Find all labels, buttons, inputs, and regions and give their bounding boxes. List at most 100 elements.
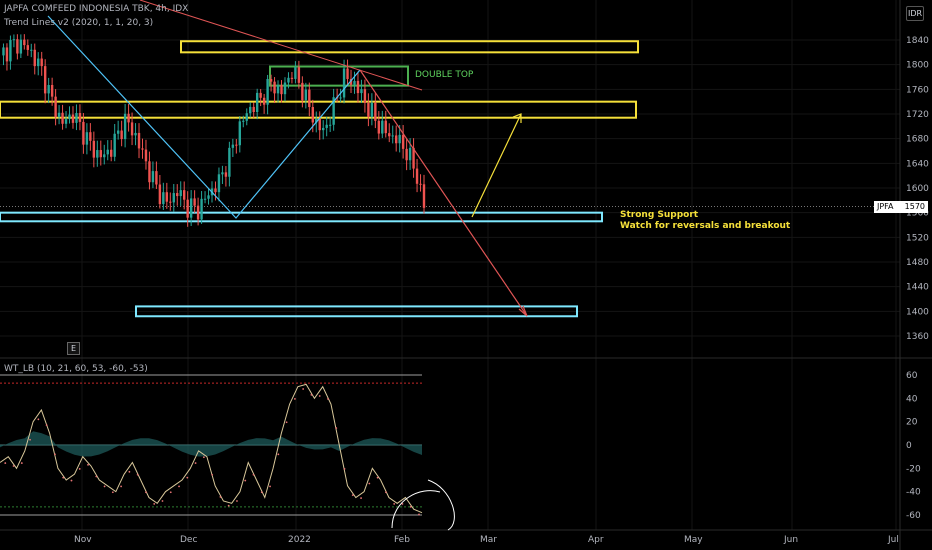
candle-body xyxy=(255,92,259,113)
osc-signal-dot xyxy=(145,491,147,494)
candle-body xyxy=(290,77,294,79)
earnings-badge[interactable]: E xyxy=(67,342,80,355)
double-top-label: DOUBLE TOP xyxy=(415,70,474,80)
price-tick-label: 1400 xyxy=(906,307,929,317)
candle-body xyxy=(398,134,401,144)
candle-body xyxy=(179,190,182,197)
swing-path-line xyxy=(47,15,361,219)
candle-body xyxy=(61,112,64,124)
osc-signal-dot xyxy=(87,463,89,466)
bearish-projection-line xyxy=(359,69,528,317)
candle-body xyxy=(405,148,408,161)
osc-signal-dot xyxy=(70,479,73,482)
candle-body xyxy=(106,149,109,155)
candle-body xyxy=(137,132,141,149)
candle-body xyxy=(353,80,356,85)
zone-box-green xyxy=(269,65,409,87)
descending-trendline xyxy=(139,0,423,91)
price-tick-label: 1800 xyxy=(906,61,929,71)
osc-tick-label: -40 xyxy=(906,488,921,498)
osc-signal-dot xyxy=(211,473,214,476)
price-tag-symbol: JPFA xyxy=(877,202,894,211)
osc-signal-dot xyxy=(153,503,156,505)
candle-body xyxy=(242,120,245,122)
indicator-title: Trend Lines v2 (2020, 1, 1, 20, 3) xyxy=(4,18,154,28)
candle-body xyxy=(130,122,134,136)
currency-badge[interactable]: IDR xyxy=(906,6,924,21)
candle-body xyxy=(176,193,179,197)
osc-signal-dot xyxy=(252,473,255,476)
candle-body xyxy=(381,120,384,134)
oscillator-title: WT_LB (10, 21, 60, 53, -60, -53) xyxy=(4,364,148,374)
support-label-2: Watch for reversals and breakout xyxy=(620,221,791,231)
candle-body xyxy=(363,89,367,103)
candle-body xyxy=(110,149,113,157)
candle-body xyxy=(64,119,68,124)
candle-body xyxy=(356,80,360,94)
osc-tick-label: 0 xyxy=(906,441,912,451)
osc-signal-dot xyxy=(351,494,354,497)
candle-body xyxy=(294,67,297,79)
candle-body xyxy=(235,144,238,146)
time-tick-label: Mar xyxy=(480,535,497,545)
trendlines-layer xyxy=(47,0,528,317)
osc-signal-dot xyxy=(269,485,271,488)
candle-body xyxy=(377,120,381,134)
candle-body xyxy=(113,133,116,157)
osc-signal-dot xyxy=(111,491,114,494)
candle-body xyxy=(89,132,92,141)
candle-body xyxy=(221,172,224,175)
candle-body xyxy=(134,132,137,136)
osc-wave-line xyxy=(0,383,423,514)
candle-body xyxy=(214,188,217,193)
zone-box-yellow xyxy=(0,100,637,119)
candle-body xyxy=(120,130,123,140)
candle-body xyxy=(141,148,144,150)
candle-body xyxy=(384,120,387,134)
candle-body xyxy=(99,150,102,158)
candle-body xyxy=(259,92,262,98)
candle-body xyxy=(57,112,61,118)
candle-body xyxy=(78,113,82,122)
osc-signal-dot xyxy=(178,485,180,488)
candle-body xyxy=(9,40,12,62)
candle-body xyxy=(304,89,308,101)
bullish-projection-arrowhead xyxy=(512,113,522,123)
candle-body xyxy=(315,118,318,123)
price-tick-label: 1720 xyxy=(906,110,929,120)
zone-box-cyan xyxy=(0,211,603,223)
osc-signal-dot xyxy=(335,427,338,429)
osc-signal-dot xyxy=(360,497,362,499)
osc-signal-dot xyxy=(327,398,329,400)
price-tick-label: 1560 xyxy=(906,209,929,219)
osc-signal-dot xyxy=(20,462,23,464)
price-tick-label: 1640 xyxy=(906,159,929,169)
candle-body xyxy=(23,39,26,46)
zone-box-yellow xyxy=(180,40,639,54)
candle-body xyxy=(47,84,50,94)
candle-body xyxy=(165,192,169,202)
osc-signal-dot xyxy=(186,476,189,479)
time-tick-label: Apr xyxy=(588,535,604,545)
osc-signal-dot xyxy=(161,500,164,502)
candle-body xyxy=(280,85,283,95)
candle-body xyxy=(12,39,16,41)
osc-signal-dot xyxy=(95,475,98,478)
candle-body xyxy=(308,89,311,108)
candle-body xyxy=(370,102,374,117)
candle-body xyxy=(158,184,162,205)
price-tick-label: 1440 xyxy=(906,283,929,293)
candle-body xyxy=(391,135,394,137)
candle-body xyxy=(186,199,189,218)
candle-body xyxy=(5,47,9,62)
candle-body xyxy=(360,89,363,94)
candle-body xyxy=(408,147,412,161)
bearish-projection-arrowhead xyxy=(518,305,528,317)
osc-signal-dot xyxy=(368,482,371,485)
candle-body xyxy=(26,45,30,50)
price-tick-label: 1600 xyxy=(906,184,929,194)
candle-body xyxy=(273,81,276,94)
osc-signal-dot xyxy=(54,453,56,456)
